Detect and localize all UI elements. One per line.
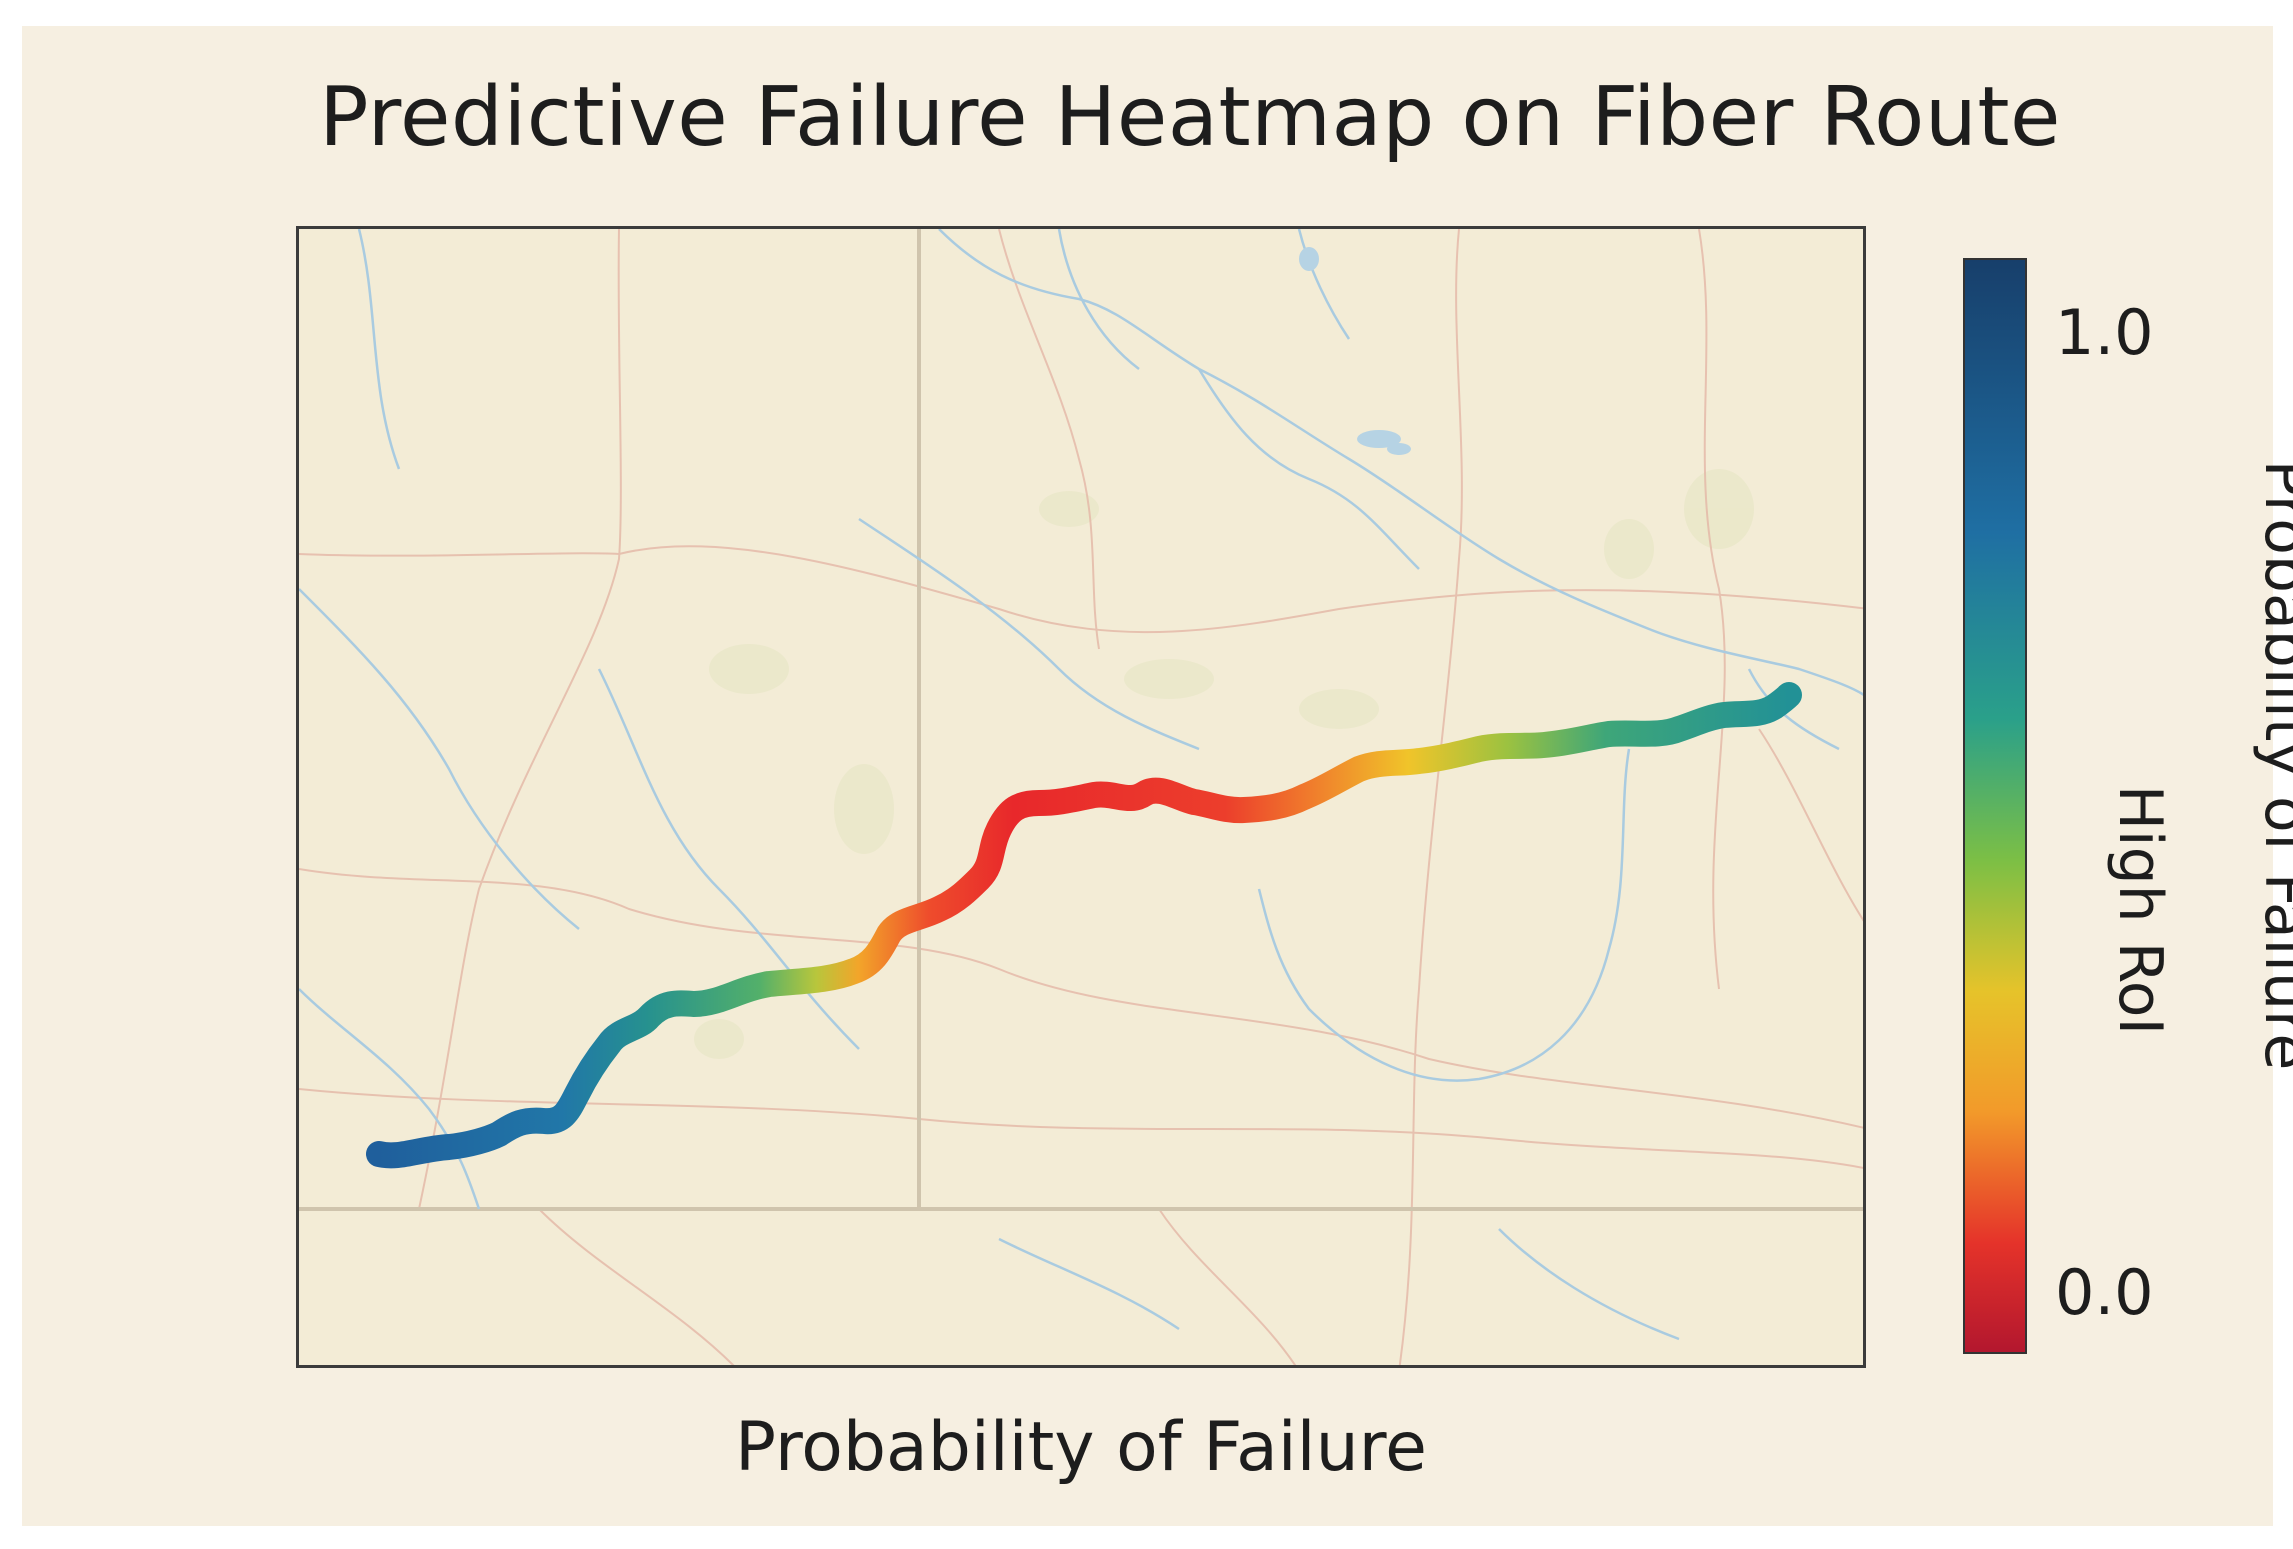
colorbar-outer-label: Probability of Failure bbox=[2251, 459, 2293, 1071]
vegetation-patches bbox=[694, 469, 1754, 1059]
lakes bbox=[1299, 247, 1411, 455]
state-borders bbox=[299, 229, 1863, 1211]
map-panel[interactable] bbox=[296, 226, 1866, 1368]
base-map bbox=[299, 229, 1863, 1365]
fiber-route-heat-line[interactable] bbox=[366, 682, 1802, 1169]
colorbar-inner-label: High RoI bbox=[2105, 784, 2175, 1036]
chart-title: Predictive Failure Heatmap on Fiber Rout… bbox=[319, 70, 2061, 165]
rivers bbox=[299, 229, 1863, 1341]
colorbar bbox=[1963, 258, 2027, 1354]
colorbar-tick-bottom: 0.0 bbox=[2055, 1256, 2154, 1329]
colorbar-tick-top: 1.0 bbox=[2055, 296, 2154, 369]
x-axis-label: Probability of Failure bbox=[735, 1408, 1427, 1487]
roads bbox=[299, 229, 1863, 1365]
